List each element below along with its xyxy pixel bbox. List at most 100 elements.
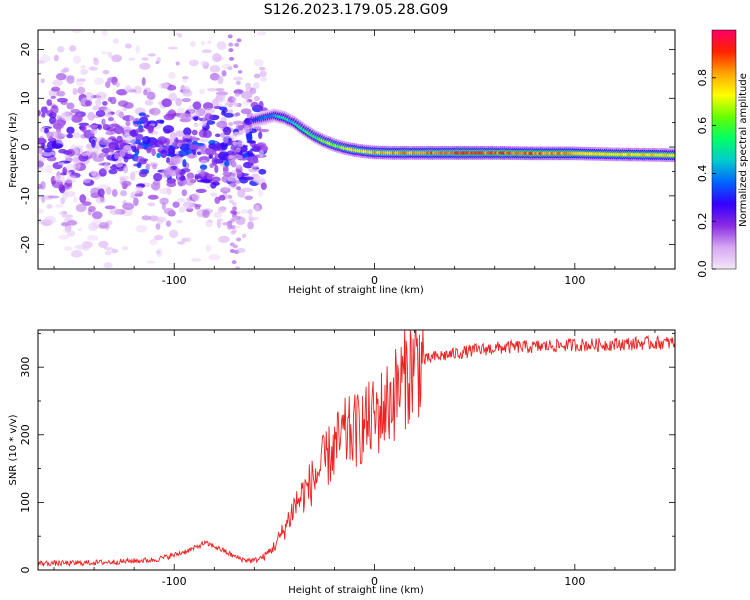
heatmap-cell — [243, 118, 254, 126]
heatmap-cell — [155, 222, 161, 230]
heatmap-cell — [92, 218, 102, 224]
heatmap-cell — [107, 51, 113, 58]
colorbar-label: Normalized spectral amplitude — [738, 73, 749, 227]
heatmap-cell — [88, 92, 94, 101]
snr-frame — [37, 329, 676, 571]
heatmap-cell — [232, 201, 238, 206]
heatmap-cell — [158, 82, 169, 90]
heatmap-cell — [40, 106, 48, 114]
heatmap-cell — [217, 75, 224, 85]
heatmap-cell — [175, 130, 185, 137]
heatmap-cell — [231, 260, 237, 265]
heatmap-cell — [228, 155, 234, 160]
heatmap-cell — [121, 246, 129, 251]
heatmap-cell — [105, 130, 114, 136]
colorbar: 0.0 0.2 0.4 0.6 0.8 Normalized spectral ampl… — [696, 29, 749, 278]
heatmap-cell — [188, 105, 195, 113]
heatmap-cell — [98, 139, 109, 145]
heatmap-cell — [198, 129, 208, 138]
heatmap-cell — [158, 187, 171, 194]
heatmap-cell — [94, 77, 105, 86]
x-tick-label: 0 — [371, 575, 378, 588]
heatmap-cell — [230, 230, 236, 235]
heatmap-cell — [247, 221, 254, 230]
heatmap-cell — [176, 197, 185, 203]
heatmap-ridge-cell — [672, 153, 675, 158]
heatmap-cell — [41, 112, 46, 118]
heatmap-cell — [235, 80, 241, 85]
heatmap-cell — [223, 126, 232, 136]
heatmap-cell — [115, 159, 124, 168]
snr-panel: -100 0 100 0 100 200 300 Height of straight l… — [8, 329, 676, 596]
heatmap-cell — [102, 101, 108, 106]
colorbar-tick-label: 0.6 — [696, 117, 709, 135]
heatmap-cell — [181, 76, 189, 80]
heatmap-cell — [108, 143, 115, 153]
heatmap-cell — [146, 147, 152, 154]
heatmap-cell — [72, 87, 78, 95]
heatmap-cell — [219, 151, 225, 157]
heatmap-cell — [80, 68, 89, 75]
heatmap-cell — [97, 184, 109, 190]
heatmap-cell — [101, 118, 106, 126]
heatmap-cell — [104, 152, 109, 158]
heatmap-cell — [234, 42, 240, 47]
heatmap-cell — [153, 234, 164, 241]
heatmap-cell — [62, 150, 73, 155]
heatmap-cell — [236, 38, 242, 43]
heatmap-cell — [108, 168, 118, 175]
heatmap-cell — [175, 61, 180, 66]
heatmap-cell — [135, 224, 148, 233]
heatmap-cell — [80, 64, 86, 69]
heatmap-cell — [134, 155, 145, 163]
spectrogram-frame — [37, 29, 676, 270]
heatmap-cell — [200, 178, 211, 183]
heatmap-cell — [219, 106, 228, 111]
heatmap-cell — [69, 45, 77, 52]
heatmap-cell — [188, 59, 199, 67]
heatmap-cell — [149, 238, 158, 246]
heatmap-cell — [191, 129, 198, 136]
heatmap-cell — [241, 176, 254, 181]
heatmap-cell — [56, 97, 68, 103]
heatmap-cell — [188, 144, 201, 150]
heatmap-cell — [141, 77, 146, 86]
heatmap-cell — [190, 258, 202, 262]
heatmap-cell — [159, 119, 165, 124]
heatmap-cell — [129, 115, 134, 122]
heatmap-cell — [129, 171, 136, 181]
heatmap-cell — [230, 218, 236, 223]
spectrogram-x-label: Height of straight line (km) — [288, 285, 424, 296]
heatmap-cell — [147, 194, 159, 200]
heatmap-cell — [134, 128, 145, 133]
heatmap-cell — [178, 149, 190, 157]
heatmap-cell — [227, 34, 233, 39]
heatmap-cell — [258, 189, 264, 197]
heatmap-cell — [47, 195, 60, 199]
colorbar-ticks: 0.0 0.2 0.4 0.6 0.8 — [696, 69, 716, 278]
heatmap-cell — [182, 159, 187, 168]
x-tick-label: -100 — [162, 274, 187, 287]
heatmap-cell — [73, 196, 78, 203]
heatmap-cell — [46, 140, 57, 150]
heatmap-cell — [98, 240, 109, 249]
heatmap-cell — [246, 140, 256, 144]
heatmap-cell — [143, 89, 148, 96]
colorbar-gradient — [711, 29, 737, 270]
heatmap-cell — [260, 77, 268, 82]
heatmap-cell — [260, 182, 267, 190]
heatmap-cell — [136, 144, 145, 150]
heatmap-cell — [107, 117, 114, 122]
heatmap-cell — [122, 165, 129, 174]
heatmap-cell — [234, 215, 240, 220]
heatmap-cell — [150, 182, 161, 191]
heatmap-cell — [82, 178, 91, 184]
heatmap-cell — [232, 244, 238, 249]
y-tick-label: 0 — [19, 144, 32, 151]
heatmap-cell — [109, 208, 122, 216]
heatmap-cell — [72, 55, 81, 64]
heatmap-cell — [38, 166, 45, 172]
heatmap-cell — [208, 219, 213, 223]
y-tick-label: 200 — [19, 424, 32, 445]
heatmap-cell — [191, 136, 197, 142]
